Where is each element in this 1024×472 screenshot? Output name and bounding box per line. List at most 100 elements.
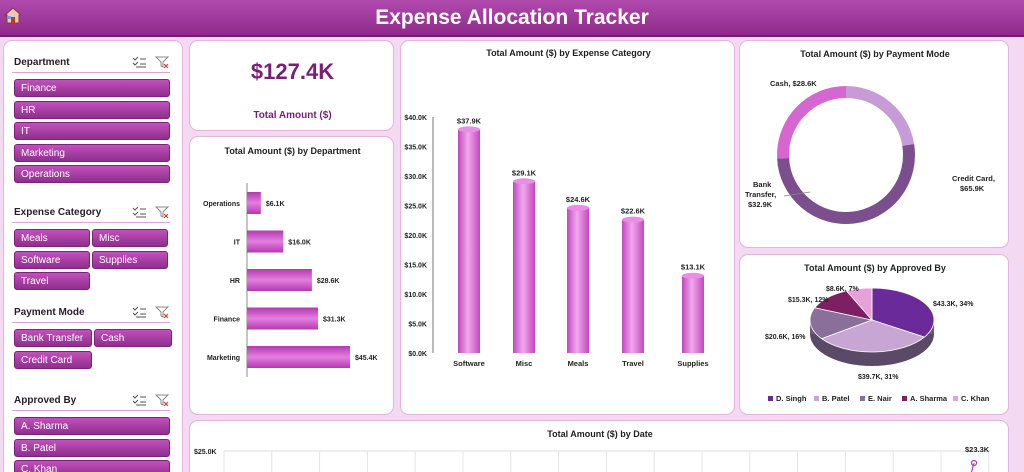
date-tick-label: $25.0K <box>194 449 217 456</box>
legend-swatch <box>768 396 773 401</box>
multi-select-icon[interactable] <box>132 394 146 406</box>
pie-data-label: $39.7K, 31% <box>858 374 899 381</box>
slicer-item-marketing[interactable]: Marketing <box>14 143 170 162</box>
slicer-item-c-khan[interactable]: C. Khan <box>14 460 170 472</box>
slicer-tools <box>132 56 170 68</box>
department-chart: Total Amount ($) by Department Operation… <box>189 136 394 415</box>
pie-data-label: $43.3K, 34% <box>933 301 974 308</box>
pie-data-label: $8.6K, 7% <box>826 286 859 293</box>
slicer-item-meals[interactable]: Meals <box>14 229 90 247</box>
cat-data-label: $24.6K <box>566 195 591 204</box>
donut-label: $32.9K <box>748 200 773 209</box>
date-chart: Total Amount ($) by Date $25.0K $23.3K <box>189 420 1009 472</box>
kpi-card: $127.4K Total Amount ($) <box>189 40 394 131</box>
slicer-item-supplies[interactable]: Supplies <box>92 250 168 269</box>
dept-tick-label: HR <box>230 278 240 285</box>
slicer-item-travel[interactable]: Travel <box>14 272 90 291</box>
cat-tick-label: Supplies <box>677 359 708 368</box>
leader-line <box>783 191 811 197</box>
slicer-divider <box>12 322 170 323</box>
slicer-divider <box>12 72 170 73</box>
dept-bar <box>247 192 261 214</box>
donut-label: Transfer, <box>745 190 776 199</box>
cat-tick-label: Software <box>453 359 485 368</box>
cat-bar <box>622 219 644 353</box>
cat-bar-top <box>458 126 480 133</box>
slicer-title-department: Department <box>14 57 70 68</box>
page-title: Expense Allocation Tracker <box>375 6 649 29</box>
cat-tick-label: $0.0K <box>408 351 427 358</box>
cat-bar <box>682 275 704 353</box>
slicer-item-credit-card[interactable]: Credit Card <box>14 350 92 369</box>
cat-tick-label: $15.0K <box>404 263 427 270</box>
pie-data-label: $20.6K, 16% <box>765 334 806 341</box>
cat-tick-label: $25.0K <box>404 204 427 211</box>
slicer-item-finance[interactable]: Finance <box>14 79 170 97</box>
cat-tick-label: Travel <box>622 359 644 368</box>
dept-bar <box>247 307 319 330</box>
cat-bar-top <box>567 204 589 211</box>
cat-data-label: $22.6K <box>621 207 646 216</box>
slicer-item-a-sharma[interactable]: A. Sharma <box>14 417 170 435</box>
slicer-title-expense-category: Expense Category <box>14 207 102 218</box>
clear-filter-icon[interactable] <box>154 206 170 218</box>
cat-tick-label: Meals <box>568 359 589 368</box>
cat-data-label: $37.9K <box>457 116 482 125</box>
dept-bar <box>247 346 350 368</box>
multi-select-icon[interactable] <box>132 306 146 318</box>
cat-tick-label: Misc <box>516 359 533 368</box>
donut-slice-cash <box>845 86 915 147</box>
cat-tick-label: $40.0K <box>404 115 427 122</box>
home-icon[interactable] <box>4 7 22 25</box>
slicer-divider <box>12 222 170 223</box>
multi-select-icon[interactable] <box>132 206 146 218</box>
dept-data-label: $6.1K <box>266 201 285 208</box>
date-data-label: $23.3K <box>965 445 990 454</box>
donut-label: Bank <box>753 180 772 189</box>
donut-slice-credit-card <box>777 143 915 224</box>
pie-data-label: $15.3K, 12% <box>788 297 829 304</box>
slicer-item-misc[interactable]: Misc <box>92 229 168 247</box>
slicer-item-bank-transfer[interactable]: Bank Transfer <box>14 329 92 347</box>
donut-label: Credit Card, <box>952 174 995 183</box>
clear-filter-icon[interactable] <box>154 394 170 406</box>
slicer-title-payment-mode: Payment Mode <box>14 307 85 318</box>
payment-mode-chart: Total Amount ($) by Payment Mode Cash, $… <box>739 40 1009 248</box>
slicer-tools <box>132 394 170 406</box>
slicer-item-hr[interactable]: HR <box>14 100 170 119</box>
donut-slice-bank-transfer <box>777 86 847 159</box>
series-line <box>970 462 975 472</box>
dept-data-label: $45.4K <box>355 355 378 362</box>
clear-filter-icon[interactable] <box>154 56 170 68</box>
dept-bar <box>247 230 284 253</box>
cat-tick-label: $35.0K <box>404 145 427 152</box>
cat-bar-top <box>622 216 644 223</box>
clear-filter-icon[interactable] <box>154 306 170 318</box>
slicer-panel: Department Finance HR IT Marketing Operations… <box>3 40 183 472</box>
slicer-item-operations[interactable]: Operations <box>14 165 170 184</box>
slicer-tools <box>132 206 170 218</box>
multi-select-icon[interactable] <box>132 56 146 68</box>
legend-label: D. Singh <box>776 394 807 403</box>
cat-tick-label: $20.0K <box>404 233 427 240</box>
expense-category-chart: Total Amount ($) by Expense Category $0.… <box>400 40 735 415</box>
chart-title: Total Amount ($) by Expense Category <box>486 48 651 58</box>
legend-label: B. Patel <box>822 394 850 403</box>
kpi-label: Total Amount ($) <box>253 110 332 121</box>
slicer-item-it[interactable]: IT <box>14 122 170 141</box>
slicer-item-cash[interactable]: Cash <box>94 329 172 347</box>
dept-tick-label: IT <box>234 240 241 247</box>
legend-swatch <box>902 396 907 401</box>
dept-data-label: $31.3K <box>323 317 346 324</box>
dept-tick-label: Marketing <box>207 355 240 362</box>
dept-tick-label: Finance <box>214 317 241 324</box>
slicer-title-approved-by: Approved By <box>14 395 77 406</box>
pie-slice-b-patel <box>820 319 926 353</box>
donut-label: $65.9K <box>960 184 985 193</box>
cat-bar <box>458 129 480 353</box>
slicer-item-software[interactable]: Software <box>14 250 90 269</box>
dept-data-label: $16.0K <box>288 240 311 247</box>
cat-bar-top <box>513 178 535 185</box>
slicer-item-b-patel[interactable]: B. Patel <box>14 438 170 457</box>
cat-bar <box>567 207 589 353</box>
